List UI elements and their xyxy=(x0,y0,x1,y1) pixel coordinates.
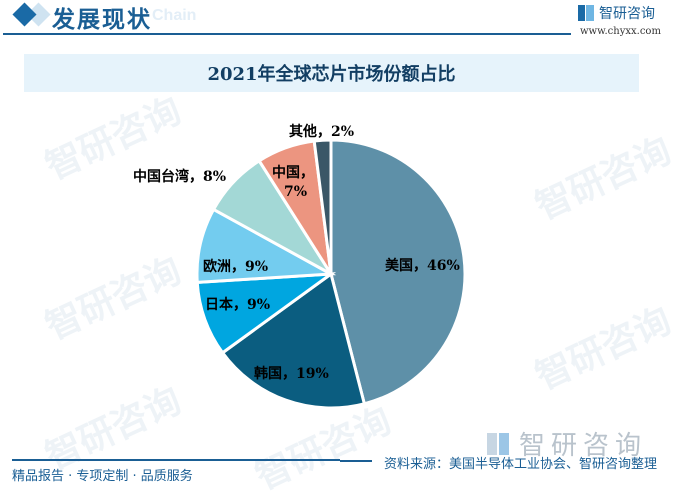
label-china-line2: 7% xyxy=(284,184,308,200)
chart-title: 2021年全球芯片市场份额占比 xyxy=(207,64,456,85)
page-header: 发展现状 Chain 智研咨询 www.chyxx.com xyxy=(0,0,675,40)
footer-slogan: 精品报告 · 专项定制 · 品质服务 xyxy=(12,469,193,484)
pie-slice-美国 xyxy=(329,138,467,406)
brand-logo-icon xyxy=(578,5,594,21)
footer-divider xyxy=(12,459,340,461)
brand-name: 智研咨询 xyxy=(599,6,655,22)
label-europe: 欧洲，9% xyxy=(203,259,269,275)
chart-title-bar: 2021年全球芯片市场份额占比 xyxy=(24,54,639,92)
header-divider xyxy=(3,33,571,35)
label-china-line1: 中国， xyxy=(272,165,314,181)
pie-slice-韩国 xyxy=(220,271,367,410)
brand-url: www.chyxx.com xyxy=(580,26,661,37)
label-japan: 日本，9% xyxy=(205,297,271,313)
brand: 智研咨询 xyxy=(578,3,655,23)
label-other: 其他，2% xyxy=(289,124,355,140)
pie-slice-其他 xyxy=(312,138,333,275)
source-divider xyxy=(340,460,372,462)
section-title: 发展现状 xyxy=(52,6,152,33)
source-note: 资料来源：美国半导体工业协会、智研咨询整理 xyxy=(384,457,658,472)
watermark-logo: 智研咨询 xyxy=(487,425,647,462)
label-taiwan: 中国台湾，8% xyxy=(133,169,227,185)
ghost-text: Chain xyxy=(152,7,197,24)
label-usa: 美国，46% xyxy=(385,258,460,274)
label-korea: 韩国，19% xyxy=(254,366,329,382)
